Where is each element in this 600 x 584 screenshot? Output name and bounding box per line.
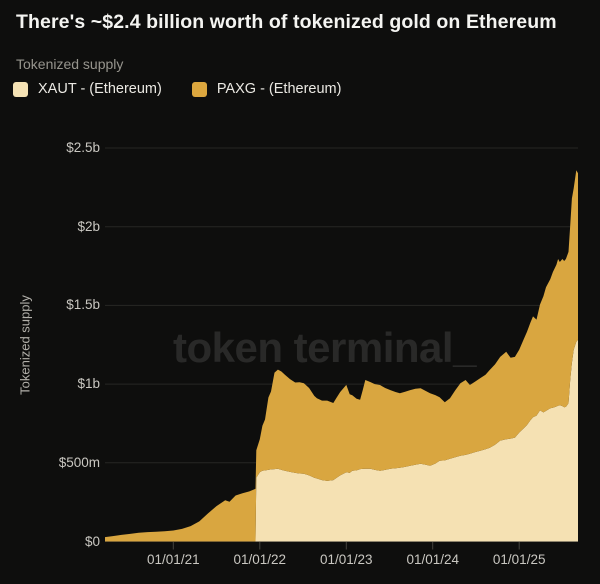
y-tick-label: $1b — [77, 376, 100, 392]
legend-item-xaut[interactable]: XAUT - (Ethereum) — [13, 81, 162, 97]
y-tick-label: $0 — [84, 533, 100, 549]
legend-swatch — [13, 81, 28, 97]
y-axis-title: Tokenized supply — [17, 295, 33, 395]
y-tick-label: $500m — [58, 454, 100, 470]
x-tick-label: 01/01/24 — [406, 552, 459, 567]
x-tick-label: 01/01/25 — [492, 552, 546, 567]
x-tick-label: 01/01/22 — [233, 552, 287, 567]
page-title: There's ~$2.4 billion worth of tokenized… — [16, 11, 557, 33]
area-xaut[interactable] — [105, 339, 578, 542]
legend-label: XAUT - (Ethereum) — [38, 81, 162, 97]
y-tick-label: $1.5b — [66, 297, 100, 313]
y-tick-label: $2.5b — [66, 140, 100, 155]
legend-swatch — [191, 81, 207, 97]
area-paxg[interactable] — [105, 170, 578, 542]
x-tick-label: 01/01/23 — [319, 552, 373, 567]
chart-subtitle: Tokenized supply — [16, 56, 124, 72]
x-tick-label: 01/01/21 — [147, 552, 200, 567]
legend-label: PAXG - (Ethereum) — [216, 81, 342, 97]
y-tick-label: $2b — [77, 218, 100, 234]
legend: XAUT - (Ethereum) PAXG - (Ethereum) — [13, 81, 341, 97]
legend-item-paxg[interactable]: PAXG - (Ethereum) — [191, 81, 342, 97]
